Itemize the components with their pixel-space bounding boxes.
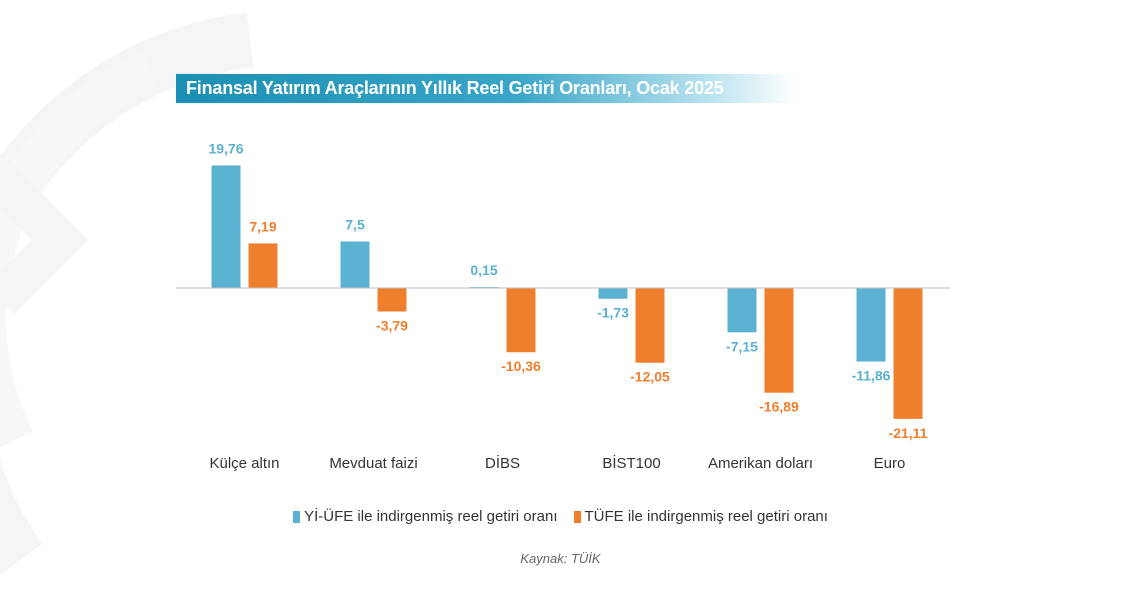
bar-s2-2 xyxy=(506,288,536,353)
data-label-s2-4: -16,89 xyxy=(759,399,799,415)
data-label-s1-4: -7,15 xyxy=(726,338,758,354)
data-label-s2-5: -21,11 xyxy=(889,425,928,441)
data-label-s1-3: -1,73 xyxy=(597,305,629,321)
legend-swatch-series1 xyxy=(293,510,301,523)
bar-s2-0 xyxy=(248,243,278,288)
bar-s2-1 xyxy=(377,288,407,312)
legend-label-series1: Yİ-ÜFE ile indirgenmiş reel getiri oranı xyxy=(304,508,558,525)
category-label-1: Mevduat faizi xyxy=(329,455,417,472)
category-label-4: Amerikan doları xyxy=(708,455,813,472)
category-label-0: Külçe altın xyxy=(209,455,279,472)
data-label-s2-2: -10,36 xyxy=(501,358,541,374)
bar-s2-3 xyxy=(635,288,665,363)
data-label-s2-1: -3,79 xyxy=(376,317,408,333)
category-label-3: BİST100 xyxy=(602,454,660,472)
data-label-s1-2: 0,15 xyxy=(470,262,497,278)
category-label-5: Euro xyxy=(874,455,906,472)
data-label-s1-5: -11,86 xyxy=(852,368,891,384)
bar-s1-1 xyxy=(340,241,370,288)
data-label-s2-0: 7,19 xyxy=(249,218,276,234)
legend-swatch-series2 xyxy=(573,510,581,523)
legend-item-series2: TÜFE ile indirgenmiş reel getiri oranı xyxy=(573,508,828,525)
legend: Yİ-ÜFE ile indirgenmiş reel getiri oranı… xyxy=(0,508,1121,525)
source-note: Kaynak: TÜİK xyxy=(520,551,601,566)
legend-label-series2: TÜFE ile indirgenmiş reel getiri oranı xyxy=(584,508,828,525)
category-label-2: DİBS xyxy=(485,454,520,472)
legend-item-series1: Yİ-ÜFE ile indirgenmiş reel getiri oranı xyxy=(293,508,558,525)
bar-s1-0 xyxy=(211,165,241,288)
bar-s2-4 xyxy=(764,288,794,393)
bar-s1-3 xyxy=(598,288,628,299)
bar-s1-5 xyxy=(856,288,886,362)
data-label-s1-1: 7,5 xyxy=(345,217,365,233)
bar-s2-5 xyxy=(893,288,923,419)
data-label-s2-3: -12,05 xyxy=(630,369,670,385)
data-label-s1-0: 19,76 xyxy=(208,140,243,156)
title-band xyxy=(176,74,796,103)
bar-s1-4 xyxy=(727,288,757,333)
chart-title: Finansal Yatırım Araçlarının Yıllık Reel… xyxy=(186,78,724,98)
